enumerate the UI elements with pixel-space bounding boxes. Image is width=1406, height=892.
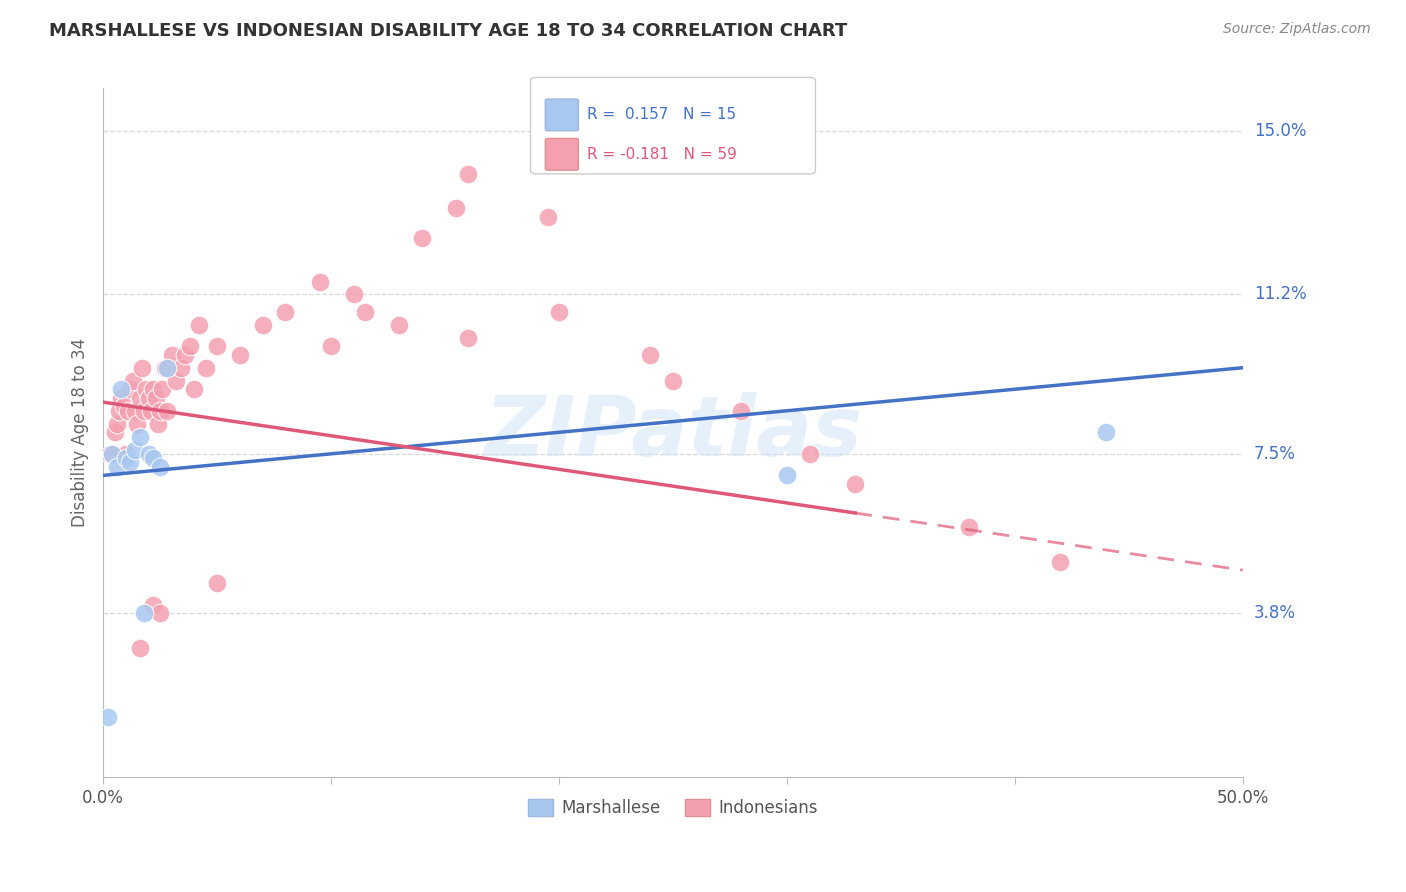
Point bbox=[160, 348, 183, 362]
Point bbox=[638, 348, 661, 362]
Point bbox=[139, 404, 162, 418]
Point bbox=[844, 477, 866, 491]
Point bbox=[110, 391, 132, 405]
Point bbox=[146, 417, 169, 431]
Point bbox=[156, 404, 179, 418]
Point bbox=[776, 468, 799, 483]
Point bbox=[1049, 555, 1071, 569]
Point bbox=[135, 382, 157, 396]
Point bbox=[165, 374, 187, 388]
Point bbox=[174, 348, 197, 362]
Point bbox=[105, 459, 128, 474]
Point bbox=[205, 576, 228, 591]
Point bbox=[319, 339, 342, 353]
Point bbox=[117, 404, 139, 418]
Point bbox=[149, 404, 172, 418]
Text: Source: ZipAtlas.com: Source: ZipAtlas.com bbox=[1223, 22, 1371, 37]
Point bbox=[128, 391, 150, 405]
Point bbox=[252, 318, 274, 332]
Point bbox=[957, 520, 980, 534]
Point bbox=[138, 391, 160, 405]
Point bbox=[108, 404, 131, 418]
Point bbox=[110, 382, 132, 396]
Point bbox=[149, 459, 172, 474]
Point bbox=[138, 447, 160, 461]
Point bbox=[149, 606, 172, 620]
Point bbox=[112, 400, 135, 414]
Text: MARSHALLESE VS INDONESIAN DISABILITY AGE 18 TO 34 CORRELATION CHART: MARSHALLESE VS INDONESIAN DISABILITY AGE… bbox=[49, 22, 848, 40]
Point bbox=[115, 451, 138, 466]
Point bbox=[127, 417, 149, 431]
Point bbox=[187, 318, 209, 332]
Text: ZIPatlas: ZIPatlas bbox=[484, 392, 862, 473]
Point bbox=[343, 287, 366, 301]
Point bbox=[153, 360, 176, 375]
Point bbox=[98, 447, 121, 461]
Point bbox=[134, 606, 156, 620]
Point bbox=[194, 360, 217, 375]
Point bbox=[548, 304, 571, 318]
Point bbox=[115, 447, 138, 461]
Point bbox=[142, 382, 165, 396]
Point bbox=[131, 360, 153, 375]
Point bbox=[124, 442, 146, 457]
Point bbox=[142, 598, 165, 612]
Y-axis label: Disability Age 18 to 34: Disability Age 18 to 34 bbox=[72, 338, 89, 527]
Point bbox=[121, 374, 143, 388]
Text: R = -0.181   N = 59: R = -0.181 N = 59 bbox=[588, 147, 737, 161]
Point bbox=[457, 330, 479, 344]
Point bbox=[446, 202, 468, 216]
Point bbox=[145, 391, 167, 405]
Point bbox=[128, 640, 150, 655]
Point bbox=[128, 429, 150, 443]
Point bbox=[308, 275, 330, 289]
Point bbox=[388, 318, 411, 332]
Text: 11.2%: 11.2% bbox=[1254, 285, 1306, 303]
Point bbox=[97, 709, 120, 723]
Text: 15.0%: 15.0% bbox=[1254, 122, 1306, 140]
Point bbox=[101, 447, 124, 461]
Point bbox=[124, 404, 146, 418]
Point bbox=[274, 304, 297, 318]
Point bbox=[150, 382, 173, 396]
Point bbox=[183, 382, 205, 396]
Point bbox=[662, 374, 685, 388]
Point bbox=[730, 404, 752, 418]
Point bbox=[105, 417, 128, 431]
Point bbox=[229, 348, 252, 362]
Point bbox=[142, 451, 165, 466]
Point bbox=[457, 167, 479, 181]
Point bbox=[205, 339, 228, 353]
Point bbox=[536, 210, 558, 224]
Point bbox=[179, 339, 201, 353]
Point bbox=[134, 404, 156, 418]
Point bbox=[1095, 425, 1118, 440]
Text: 3.8%: 3.8% bbox=[1254, 604, 1296, 623]
Point bbox=[354, 304, 377, 318]
FancyBboxPatch shape bbox=[546, 99, 578, 131]
Point bbox=[120, 382, 142, 396]
Point bbox=[411, 231, 433, 245]
Point bbox=[169, 360, 191, 375]
FancyBboxPatch shape bbox=[530, 78, 815, 174]
Point bbox=[103, 425, 125, 440]
Point bbox=[156, 360, 179, 375]
Point bbox=[799, 447, 821, 461]
FancyBboxPatch shape bbox=[546, 138, 578, 170]
Text: R =  0.157   N = 15: R = 0.157 N = 15 bbox=[588, 107, 737, 122]
Legend: Marshallese, Indonesians: Marshallese, Indonesians bbox=[522, 792, 825, 823]
Text: 7.5%: 7.5% bbox=[1254, 445, 1296, 463]
Point bbox=[120, 455, 142, 469]
